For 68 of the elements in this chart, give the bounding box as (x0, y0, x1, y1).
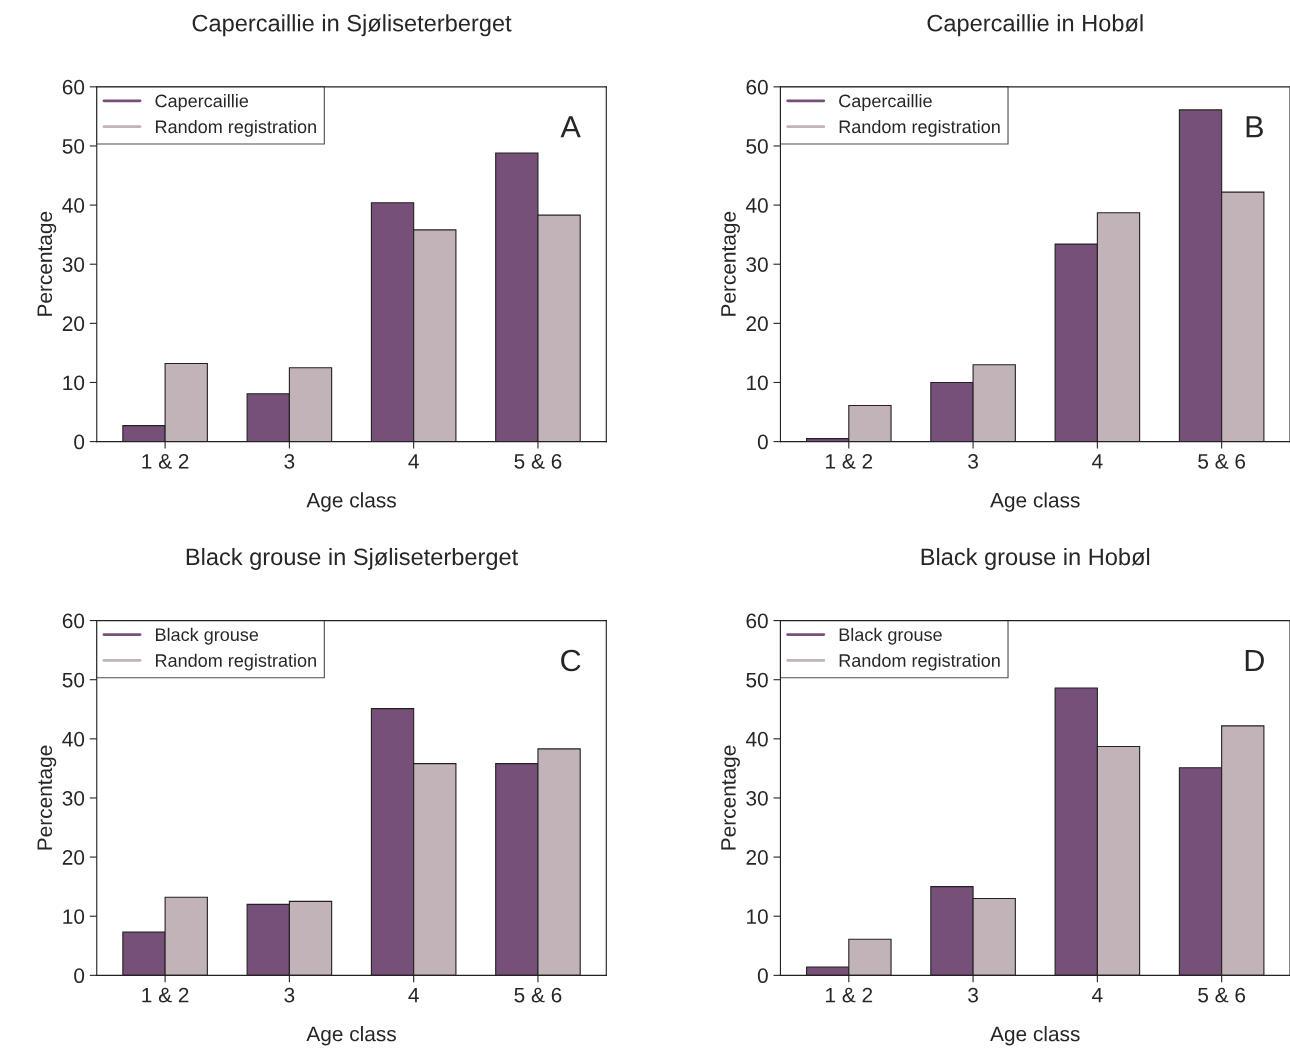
y-tick-label: 40 (62, 198, 85, 213)
y-axis-title: Percentage (37, 211, 57, 316)
x-tick-label: 4 (1092, 987, 1103, 1003)
y-tick-label: 40 (745, 731, 768, 747)
y-axis-title: Percentage (721, 211, 740, 316)
x-axis-title: Age class (990, 1026, 1080, 1046)
x-tick-label: 3 (284, 987, 295, 1003)
annotation: A (560, 116, 581, 138)
x-tick-label: 4 (408, 454, 419, 469)
y-tick-label: 20 (62, 316, 85, 332)
x-tick-label: 5 & 6 (514, 453, 562, 469)
x-tick-label: 3 (968, 453, 978, 469)
y-tick-label: 10 (63, 375, 85, 391)
y-tick-label: 60 (746, 79, 768, 95)
x-tick-label: 4 (408, 987, 419, 1003)
chart-title: Black grouse in Sjøliseterberget (186, 547, 519, 570)
legend-label: Random registration (156, 119, 316, 137)
y-tick-label: 50 (746, 672, 768, 688)
legend-label: Black grouse (839, 627, 942, 645)
x-tick-label: 1 & 2 (142, 453, 189, 469)
x-tick-label: 1 & 2 (826, 453, 873, 469)
y-tick-label: 20 (746, 316, 768, 332)
y-tick-label: 20 (62, 850, 85, 865)
y-tick-label: 20 (746, 850, 768, 865)
y-tick-label: 60 (746, 613, 768, 629)
x-tick-label: 1 & 2 (826, 987, 873, 1003)
y-tick-label: 50 (62, 672, 85, 688)
legend-label: Black grouse (156, 627, 259, 645)
x-tick-label: 3 (284, 453, 295, 469)
legend-label: Random registration (156, 653, 316, 671)
x-axis-title: Age class (306, 1026, 396, 1046)
y-tick-label: 40 (62, 731, 85, 747)
y-tick-label: 10 (747, 909, 768, 924)
y-tick-label: 10 (63, 909, 85, 924)
legend-label: Capercaillie (839, 94, 932, 111)
y-tick-label: 30 (62, 257, 85, 272)
x-tick-label: 5 & 6 (1198, 453, 1246, 469)
y-tick-label: 30 (746, 257, 768, 272)
x-tick-label: 5 & 6 (1198, 987, 1246, 1003)
x-tick-label: 5 & 6 (514, 987, 562, 1003)
x-axis-title: Age class (990, 492, 1080, 512)
y-axis-title: Percentage (721, 745, 740, 850)
annotation: B (1246, 116, 1263, 138)
y-tick-label: 50 (746, 138, 768, 154)
y-tick-label: 30 (746, 790, 768, 806)
x-tick-label: 1 & 2 (142, 987, 189, 1003)
y-tick-label: 60 (62, 79, 85, 95)
y-tick-label: 30 (62, 790, 85, 806)
annotation: D (1245, 650, 1264, 672)
y-tick-label: 0 (74, 968, 85, 984)
chart-title: Capercaillie in Sjøliseterberget (192, 14, 512, 37)
x-tick-label: 4 (1092, 454, 1103, 469)
chart-title: Black grouse in Hobøl (921, 547, 1150, 570)
y-tick-label: 40 (745, 198, 768, 213)
y-tick-label: 50 (62, 138, 85, 154)
y-tick-label: 0 (757, 434, 768, 450)
y-tick-label: 60 (62, 613, 85, 629)
chart-title: Capercaillie in Hobøl (927, 14, 1143, 37)
y-axis-title: Percentage (37, 745, 57, 850)
legend-label: Random registration (839, 119, 1000, 137)
legend-label: Capercaillie (155, 94, 249, 111)
x-axis-title: Age class (306, 492, 396, 512)
x-tick-label: 3 (968, 987, 978, 1003)
y-tick-label: 10 (747, 375, 768, 391)
legend-label: Random registration (839, 653, 1000, 671)
y-tick-label: 0 (757, 968, 768, 984)
annotation: C (561, 649, 581, 672)
y-tick-label: 0 (74, 434, 85, 450)
